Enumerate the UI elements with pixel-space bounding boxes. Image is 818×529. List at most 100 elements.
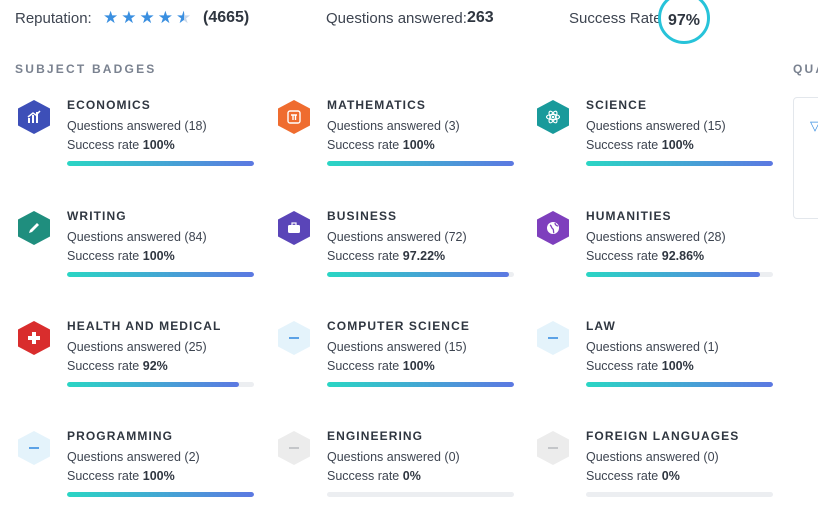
success-rate-value: 0% bbox=[661, 469, 680, 483]
badge-success-rate: Success rate 100% bbox=[327, 138, 435, 152]
success-rate-value: 100% bbox=[142, 249, 175, 263]
success-rate-progress-bar bbox=[586, 161, 773, 166]
subject-badge: ENGINEERING Questions answered (0) Success… bbox=[278, 429, 518, 529]
filter-icon: ▽ bbox=[810, 118, 818, 133]
minus-icon bbox=[18, 431, 50, 465]
side-card: ▽ bbox=[793, 97, 818, 219]
subject-badges-title: SUBJECT BADGES bbox=[15, 62, 157, 76]
pi-icon bbox=[278, 100, 310, 134]
globe-icon bbox=[537, 211, 569, 245]
success-rate-value: 100% bbox=[402, 359, 435, 373]
subject-badge: ECONOMICS Questions answered (18) Success … bbox=[18, 98, 258, 198]
badge-success-rate: Success rate 100% bbox=[67, 469, 175, 483]
success-rate-progress-bar bbox=[327, 272, 514, 277]
badge-questions-answered: Questions answered (72) bbox=[327, 230, 467, 244]
success-rate-progress-bar bbox=[67, 492, 254, 497]
badge-success-rate: Success rate 0% bbox=[586, 469, 680, 483]
badge-name: COMPUTER SCIENCE bbox=[327, 319, 470, 333]
minus-icon bbox=[278, 431, 310, 465]
badge-success-rate: Success rate 100% bbox=[586, 359, 694, 373]
success-rate-value: 100% bbox=[142, 138, 175, 152]
badge-name: WRITING bbox=[67, 209, 127, 223]
badge-success-rate: Success rate 100% bbox=[67, 138, 175, 152]
reputation-stars: ★ ★ ★ ★ ★ bbox=[103, 8, 191, 28]
star-icon: ★ bbox=[121, 8, 137, 27]
subject-badge: FOREIGN LANGUAGES Questions answered (0) S… bbox=[537, 429, 777, 529]
briefcase-icon bbox=[278, 211, 310, 245]
star-icon: ★ bbox=[103, 8, 119, 27]
progress-fill bbox=[586, 272, 760, 277]
success-rate-label: Success rate bbox=[586, 138, 659, 152]
success-rate-value: 92% bbox=[142, 359, 168, 373]
subject-badge: SCIENCE Questions answered (15) Success ra… bbox=[537, 98, 777, 198]
success-rate-label: Success rate bbox=[327, 249, 400, 263]
subject-badge: WRITING Questions answered (84) Success ra… bbox=[18, 209, 258, 309]
progress-fill bbox=[327, 382, 514, 387]
chart-icon bbox=[18, 100, 50, 134]
success-rate-value: 92.86% bbox=[661, 249, 705, 263]
success-rate-value: 100% bbox=[402, 138, 435, 152]
star-icon: ★ bbox=[157, 8, 173, 27]
success-rate-progress-bar bbox=[586, 382, 773, 387]
success-rate-progress-bar bbox=[327, 382, 514, 387]
badge-questions-answered: Questions answered (84) bbox=[67, 230, 207, 244]
profile-stats-bar: Reputation: ★ ★ ★ ★ ★ (4665) Questions a… bbox=[0, 0, 818, 44]
badge-name: SCIENCE bbox=[586, 98, 648, 112]
subject-badge: PROGRAMMING Questions answered (2) Success… bbox=[18, 429, 258, 529]
success-rate-label: Success rate bbox=[67, 249, 140, 263]
badge-name: FOREIGN LANGUAGES bbox=[586, 429, 740, 443]
badge-success-rate: Success rate 97.22% bbox=[327, 249, 445, 263]
reputation-label: Reputation: bbox=[15, 10, 92, 27]
badge-success-rate: Success rate 100% bbox=[327, 359, 435, 373]
half-star-icon: ★ bbox=[176, 8, 192, 27]
badge-success-rate: Success rate 100% bbox=[586, 138, 694, 152]
success-rate-label: Success rate bbox=[327, 469, 400, 483]
progress-fill bbox=[67, 382, 240, 387]
progress-fill bbox=[327, 272, 509, 277]
atom-icon bbox=[537, 100, 569, 134]
minus-icon bbox=[537, 321, 569, 355]
badge-questions-answered: Questions answered (25) bbox=[67, 340, 207, 354]
badge-name: ECONOMICS bbox=[67, 98, 151, 112]
progress-fill bbox=[586, 161, 773, 166]
subject-badge: LAW Questions answered (1) Success rate 10… bbox=[537, 319, 777, 419]
badge-questions-answered: Questions answered (15) bbox=[327, 340, 467, 354]
success-rate-progress-bar bbox=[67, 272, 254, 277]
badge-questions-answered: Questions answered (2) bbox=[67, 450, 200, 464]
progress-fill bbox=[67, 272, 254, 277]
side-section-title: QUA bbox=[793, 62, 818, 76]
success-rate-progress-bar bbox=[327, 492, 514, 497]
badge-success-rate: Success rate 92.86% bbox=[586, 249, 704, 263]
badge-success-rate: Success rate 0% bbox=[327, 469, 421, 483]
progress-fill bbox=[586, 382, 773, 387]
questions-answered-label: Questions answered: bbox=[326, 10, 467, 27]
success-rate-progress-bar bbox=[67, 382, 254, 387]
badge-name: HEALTH AND MEDICAL bbox=[67, 319, 222, 333]
success-rate-progress-bar bbox=[67, 161, 254, 166]
badge-questions-answered: Questions answered (0) bbox=[586, 450, 719, 464]
success-rate-label: Success rate bbox=[586, 249, 659, 263]
success-rate-label: Success rate bbox=[327, 359, 400, 373]
success-rate-label: Success rate bbox=[586, 469, 659, 483]
badge-questions-answered: Questions answered (15) bbox=[586, 119, 726, 133]
pencil-icon bbox=[18, 211, 50, 245]
badge-success-rate: Success rate 100% bbox=[67, 249, 175, 263]
success-rate-progress-bar bbox=[586, 272, 773, 277]
badge-questions-answered: Questions answered (18) bbox=[67, 119, 207, 133]
subject-badge: HUMANITIES Questions answered (28) Success… bbox=[537, 209, 777, 309]
questions-answered-value: 263 bbox=[467, 9, 494, 26]
success-rate-label: Success rate bbox=[67, 469, 140, 483]
star-icon: ★ bbox=[139, 8, 155, 27]
badge-questions-answered: Questions answered (1) bbox=[586, 340, 719, 354]
badge-questions-answered: Questions answered (3) bbox=[327, 119, 460, 133]
badge-name: MATHEMATICS bbox=[327, 98, 426, 112]
badge-name: PROGRAMMING bbox=[67, 429, 174, 443]
badge-name: ENGINEERING bbox=[327, 429, 424, 443]
success-rate-value: 100% bbox=[142, 469, 175, 483]
success-rate-label: Success rate bbox=[67, 138, 140, 152]
success-rate-label: Success rate bbox=[327, 138, 400, 152]
reputation-count: (4665) bbox=[203, 9, 250, 26]
badge-name: LAW bbox=[586, 319, 616, 333]
subject-badge: COMPUTER SCIENCE Questions answered (15) S… bbox=[278, 319, 518, 419]
badge-name: HUMANITIES bbox=[586, 209, 672, 223]
